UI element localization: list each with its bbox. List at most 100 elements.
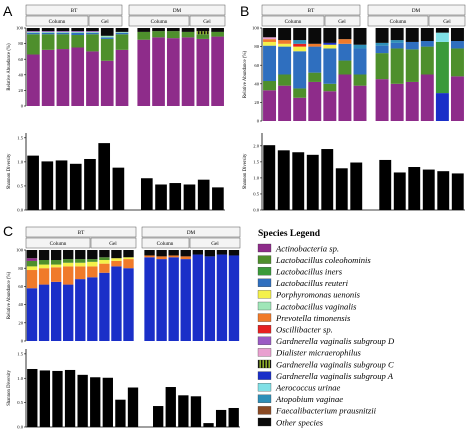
bar-segment-lvag bbox=[86, 31, 99, 33]
bar-segment-other bbox=[41, 28, 55, 32]
bar-segment-gvA bbox=[38, 284, 50, 341]
y-tick-label: 1.5 bbox=[17, 351, 23, 356]
panel-a-bt-column-label: Column bbox=[49, 19, 66, 25]
bar-segment-gvA bbox=[216, 254, 228, 341]
y-tick-label: 0.5 bbox=[253, 192, 259, 197]
bar-segment-other bbox=[196, 28, 210, 32]
diversity-bar bbox=[277, 150, 290, 210]
bar-segment-other bbox=[420, 28, 434, 42]
bar-segment-other bbox=[27, 28, 40, 32]
bar-segment-actino bbox=[166, 38, 180, 106]
bar-segment-porph bbox=[263, 41, 277, 46]
bar-segment-other bbox=[63, 250, 74, 260]
bar-segment-prev bbox=[63, 266, 74, 285]
bar-segment-actino bbox=[137, 39, 151, 107]
bar-segment-gvA bbox=[75, 279, 86, 341]
legend-swatch-gvA bbox=[257, 371, 272, 380]
diversity-bar bbox=[350, 162, 363, 210]
panel-label-b: B bbox=[240, 3, 249, 19]
bar-segment-lcol bbox=[115, 34, 129, 50]
bar-segment-porph bbox=[75, 262, 86, 267]
y-tick-label: 1.0 bbox=[253, 176, 259, 181]
bar-segment-lvag bbox=[100, 35, 114, 38]
chart-b-abundance: 0 20 40 60 80 100 Relative Abundance (%) bbox=[243, 26, 464, 124]
bar-segment-lcol bbox=[152, 31, 165, 38]
bar-segment-porph bbox=[293, 46, 307, 52]
bar-segment-other bbox=[100, 28, 114, 36]
legend-swatch-gvC bbox=[257, 359, 272, 369]
bar-segment-actino bbox=[263, 90, 277, 121]
bar-segment-gvA bbox=[168, 257, 179, 341]
panel-b-bt-label: BT bbox=[308, 8, 315, 14]
legend-label-gvC: Gardnerella vaginalis subgroup C bbox=[276, 359, 394, 369]
y-tick-label: 100 bbox=[16, 26, 24, 31]
y-tick-label: 0.0 bbox=[253, 208, 259, 213]
legend-label-faec: Faecalibacterium prausnitzii bbox=[275, 406, 377, 416]
bar-segment-lcol bbox=[420, 46, 434, 75]
bar-segment-lcol bbox=[196, 34, 210, 39]
bar-segment-actino bbox=[181, 37, 195, 106]
y-tick-label: 2.0 bbox=[253, 143, 259, 148]
bar-segment-actino bbox=[27, 54, 40, 106]
bar-segment-lvag bbox=[115, 31, 129, 33]
bar-segment-porph bbox=[87, 261, 98, 267]
bar-segment-other bbox=[323, 28, 337, 43]
bar-segment-lcol bbox=[278, 74, 292, 86]
bar-segment-lreu bbox=[390, 42, 404, 49]
diversity-bar bbox=[90, 377, 101, 427]
diversity-bar bbox=[112, 167, 125, 210]
diversity-bar bbox=[27, 368, 38, 427]
bar-segment-other bbox=[450, 28, 464, 42]
y-tick-label: 0.0 bbox=[17, 425, 23, 430]
bar-segment-prev bbox=[111, 260, 122, 267]
legend-title: Species Legend bbox=[258, 229, 321, 239]
legend-label-atop: Atopobium vaginae bbox=[275, 394, 343, 404]
bar-segment-actino bbox=[56, 49, 70, 106]
panel-c-bt-column-label: Column bbox=[50, 241, 67, 247]
bar-segment-other bbox=[263, 28, 277, 38]
bar-segment-prev bbox=[168, 255, 179, 258]
bar-segment-gvA bbox=[180, 259, 191, 341]
y-tick-label: 60 bbox=[18, 284, 23, 289]
y-tick-label: 20 bbox=[18, 320, 23, 325]
diversity-bar bbox=[190, 396, 202, 427]
bar-segment-other bbox=[156, 250, 167, 257]
bar-segment-lcol bbox=[323, 83, 337, 92]
bar-segment-other bbox=[123, 250, 134, 258]
bar-segment-gvA bbox=[204, 256, 216, 341]
legend-label-lreu: Lactobacillus reuteri bbox=[275, 278, 349, 288]
y-tick-label: 20 bbox=[18, 88, 23, 93]
bar-segment-other bbox=[216, 250, 228, 255]
y-axis-label: Relative Abundance (%) bbox=[243, 51, 248, 99]
bar-segment-lreu bbox=[86, 32, 99, 35]
bar-segment-lreu bbox=[56, 32, 70, 35]
y-tick-label: 1.0 bbox=[17, 376, 23, 381]
diversity-bar bbox=[169, 183, 182, 210]
bar-segment-atop bbox=[293, 40, 307, 44]
legend-swatch-prev bbox=[257, 313, 272, 322]
legend-label-liners: Lactobacillus iners bbox=[275, 267, 343, 277]
bar-segment-actino bbox=[41, 49, 55, 106]
bar-segment-porph bbox=[38, 264, 50, 269]
panel-a-bt-gel-label: Gel bbox=[101, 19, 109, 25]
bar-segment-actino bbox=[375, 79, 389, 121]
diversity-bar bbox=[55, 160, 68, 210]
y-tick-label: 80 bbox=[18, 41, 23, 46]
diversity-bar bbox=[379, 159, 392, 210]
species-legend: Species Legend Actinobacteria sp. Lactoba… bbox=[257, 229, 395, 427]
bar-segment-lreu bbox=[293, 51, 307, 89]
bar-segment-other bbox=[137, 28, 151, 32]
plots-layer: 0 20 40 60 80 100 Relative Abundance (%) 0.0 0.5… bbox=[7, 26, 465, 430]
bar-segment-other bbox=[152, 28, 165, 32]
diversity-bar bbox=[98, 143, 111, 210]
diversity-bar bbox=[292, 152, 305, 210]
diversity-bar bbox=[422, 169, 435, 210]
bar-segment-gvD bbox=[56, 31, 70, 32]
bar-segment-other bbox=[228, 250, 240, 256]
bar-segment-gvA bbox=[87, 277, 98, 341]
bar-segment-lvag bbox=[71, 31, 85, 33]
panel-a-bt-label: BT bbox=[71, 8, 78, 14]
diversity-bar bbox=[215, 409, 227, 427]
bar-segment-other bbox=[308, 28, 322, 44]
bar-segment-other bbox=[144, 250, 155, 256]
